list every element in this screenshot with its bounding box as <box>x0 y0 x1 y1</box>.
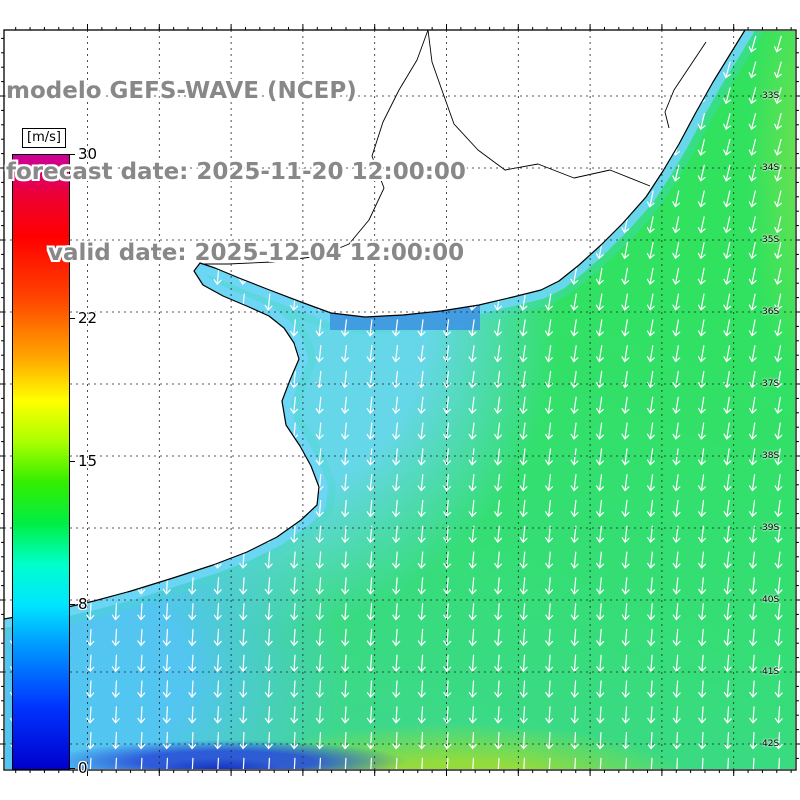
latitude-label: 39S <box>762 523 780 533</box>
model-title: modelo GEFS-WAVE (NCEP) <box>6 78 357 104</box>
colorbar-tick-mark <box>69 768 75 769</box>
colorbar-tick-label: 22 <box>78 308 98 327</box>
colorbar-tick-label: 30 <box>78 145 98 163</box>
country-border-line <box>427 29 651 187</box>
colorbar-tick-label: 8 <box>78 595 88 614</box>
colorbar-tick-mark <box>69 461 75 462</box>
colorbar-units-label: [m/s] <box>22 128 66 148</box>
colorbar-gradient <box>12 154 70 770</box>
forecast-date-line: forecast date: 2025-11-20 12:00:00 <box>6 159 466 185</box>
map-frame <box>3 29 797 771</box>
latitude-label: 34S <box>762 163 780 173</box>
latitude-label: 36S <box>762 307 780 317</box>
valid-date-line: valid date: 2025-12-04 12:00:00 <box>48 240 465 266</box>
latitude-label: 35S <box>762 235 780 245</box>
coastline <box>3 29 746 620</box>
latitude-label: 33S <box>762 91 780 101</box>
colorbar-tick-label: 0 <box>78 759 88 777</box>
title-block: modelo GEFS-WAVE (NCEP) forecast date: 2… <box>6 24 466 321</box>
latitude-label: 40S <box>762 595 780 605</box>
river-border-line <box>202 29 429 265</box>
colorbar-tick-mark <box>69 604 75 606</box>
land-region <box>4 30 745 619</box>
colorbar-tick-mark <box>69 317 75 319</box>
latitude-label: 38S <box>762 451 780 461</box>
colorbar-tick-label: 15 <box>78 452 98 470</box>
latitude-label: 41S <box>762 667 780 677</box>
latitude-label: 37S <box>762 379 780 389</box>
coastal-lagoon-line <box>664 41 707 129</box>
colorbar-tick-mark <box>69 154 75 155</box>
latitude-label: 42S <box>762 739 780 749</box>
colorbar-legend: [m/s] 30 22 15 8 0 <box>10 128 122 788</box>
lat-lon-gridlines <box>4 30 796 770</box>
